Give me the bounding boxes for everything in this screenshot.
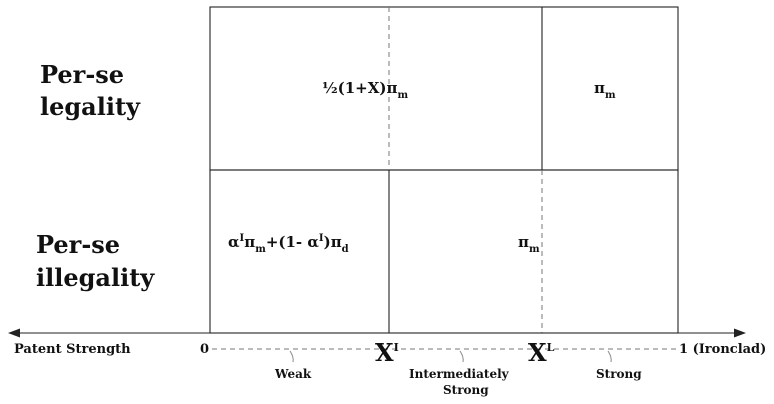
cell-top-right-subscript: m (605, 90, 616, 101)
region-label-intermediate-line1: Intermediately (409, 367, 510, 381)
region-label-weak: Weak (274, 367, 312, 381)
axis-left-arrowhead (8, 328, 20, 338)
x-l-letter: X (528, 338, 547, 367)
cell-bl-close: )π (324, 233, 342, 251)
region-label-strong: Strong (596, 367, 642, 381)
cell-top-right-payoff: πm (594, 79, 616, 101)
cell-top-left-main: ½(1+X)π (322, 79, 397, 97)
strong-brace-mark (607, 350, 612, 363)
intermediate-brace-mark (459, 350, 464, 363)
cell-bl-alpha-superscript: I (240, 233, 245, 244)
cell-bottom-left-payoff: αIπm+(1- αI)πd (228, 233, 349, 255)
axis-label-patent-strength: Patent Strength (14, 342, 131, 357)
axis-tick-zero: 0 (200, 342, 209, 357)
weak-brace-mark (289, 350, 294, 363)
row-label-illegality-line2: illegality (36, 263, 155, 292)
x-l-superscript: L (547, 341, 555, 354)
cell-bl-pi-m-subscript: m (255, 244, 266, 255)
axis-threshold-x-i: XI (375, 338, 399, 367)
diagram-grid (209, 6, 679, 334)
cell-bl-close-subscript: d (342, 244, 349, 255)
patent-strength-axis (8, 328, 746, 338)
cell-top-right-main: π (594, 79, 605, 97)
bottom-row-box (209, 169, 679, 334)
x-i-superscript: I (394, 341, 399, 354)
region-label-intermediate-line2: Strong (443, 383, 489, 397)
cell-bottom-right-payoff: πm (518, 233, 540, 255)
axis-tick-one-ironclad: 1 (Ironclad) (679, 342, 766, 357)
row-label-legality-line1: Per-se (40, 60, 124, 89)
cell-top-left-payoff: ½(1+X)πm (322, 79, 408, 101)
row-label-illegality-line1: Per-se (36, 230, 120, 259)
x-i-letter: X (375, 338, 394, 367)
top-row-box (209, 6, 679, 171)
cell-bl-mid: +(1- α (266, 233, 320, 251)
cell-bl-alpha: α (228, 233, 240, 251)
axis-right-arrowhead (734, 328, 746, 338)
cell-top-left-subscript: m (397, 90, 408, 101)
cell-bl-pi-m: π (244, 233, 255, 251)
cell-bl-mid-superscript: I (319, 233, 324, 244)
axis-threshold-x-l: XL (528, 338, 555, 367)
cell-bottom-right-main: π (518, 233, 529, 251)
cell-bottom-right-subscript: m (529, 244, 540, 255)
row-label-legality-line2: legality (40, 92, 141, 121)
